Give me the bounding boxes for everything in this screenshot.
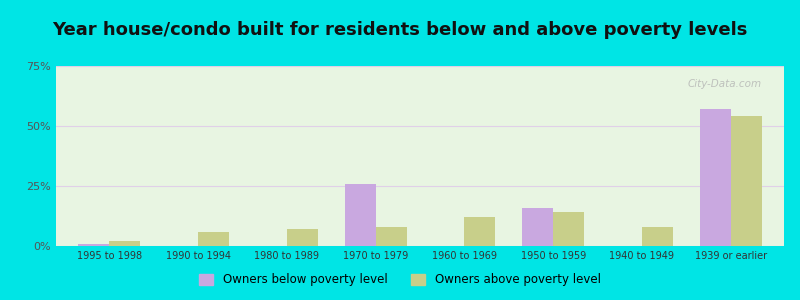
Bar	[110, 241, 140, 246]
Bar	[730, 116, 762, 246]
Bar	[287, 229, 318, 246]
Bar	[376, 227, 406, 246]
Bar	[464, 217, 495, 246]
Bar	[700, 109, 730, 246]
Bar	[78, 244, 110, 246]
Bar	[522, 208, 553, 246]
Bar	[553, 212, 584, 246]
Legend: Owners below poverty level, Owners above poverty level: Owners below poverty level, Owners above…	[194, 269, 606, 291]
Bar	[642, 227, 673, 246]
Bar	[198, 232, 229, 246]
Bar	[345, 184, 376, 246]
Text: Year house/condo built for residents below and above poverty levels: Year house/condo built for residents bel…	[52, 21, 748, 39]
Text: City-Data.com: City-Data.com	[688, 79, 762, 88]
